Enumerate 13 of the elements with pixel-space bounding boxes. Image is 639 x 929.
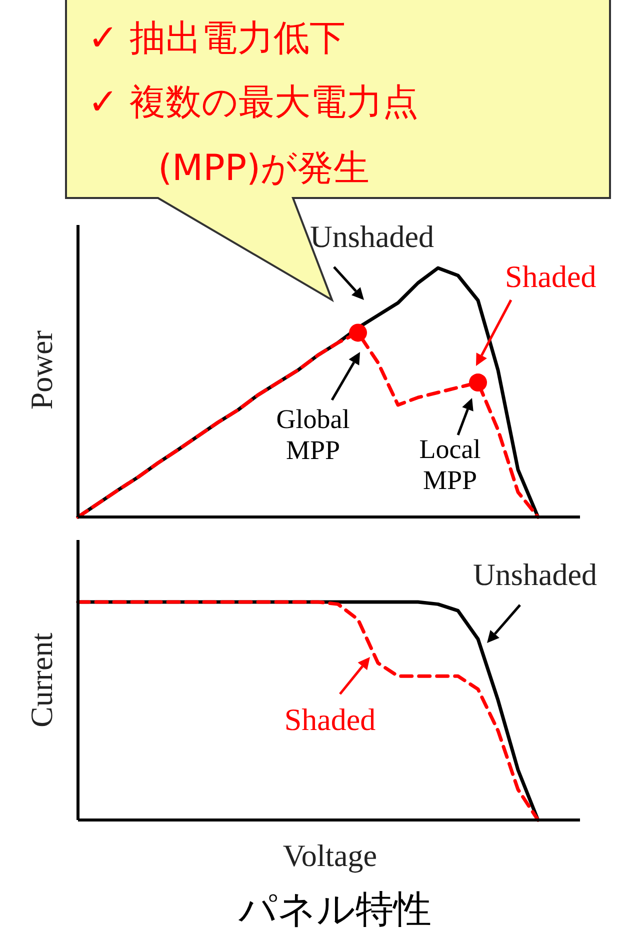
annotation: Global MPP <box>276 404 350 466</box>
series-label: Unshaded <box>310 219 434 254</box>
x-axis-title: Voltage <box>282 838 378 873</box>
text: ✓ 抽出電力低下 <box>88 18 346 59</box>
text: (MPP)が発生 <box>158 148 370 189</box>
text: Shaded <box>505 259 597 294</box>
text: パネル特性 <box>238 887 432 929</box>
legend-label: Shaded <box>284 702 376 737</box>
series-label: Unshaded <box>473 557 598 592</box>
annotation: Local MPP <box>419 434 481 496</box>
text: ✓ 複数の最大電力点 <box>88 82 419 123</box>
y-axis-title: Current <box>24 632 59 728</box>
y-axis-title: Power <box>24 330 59 410</box>
